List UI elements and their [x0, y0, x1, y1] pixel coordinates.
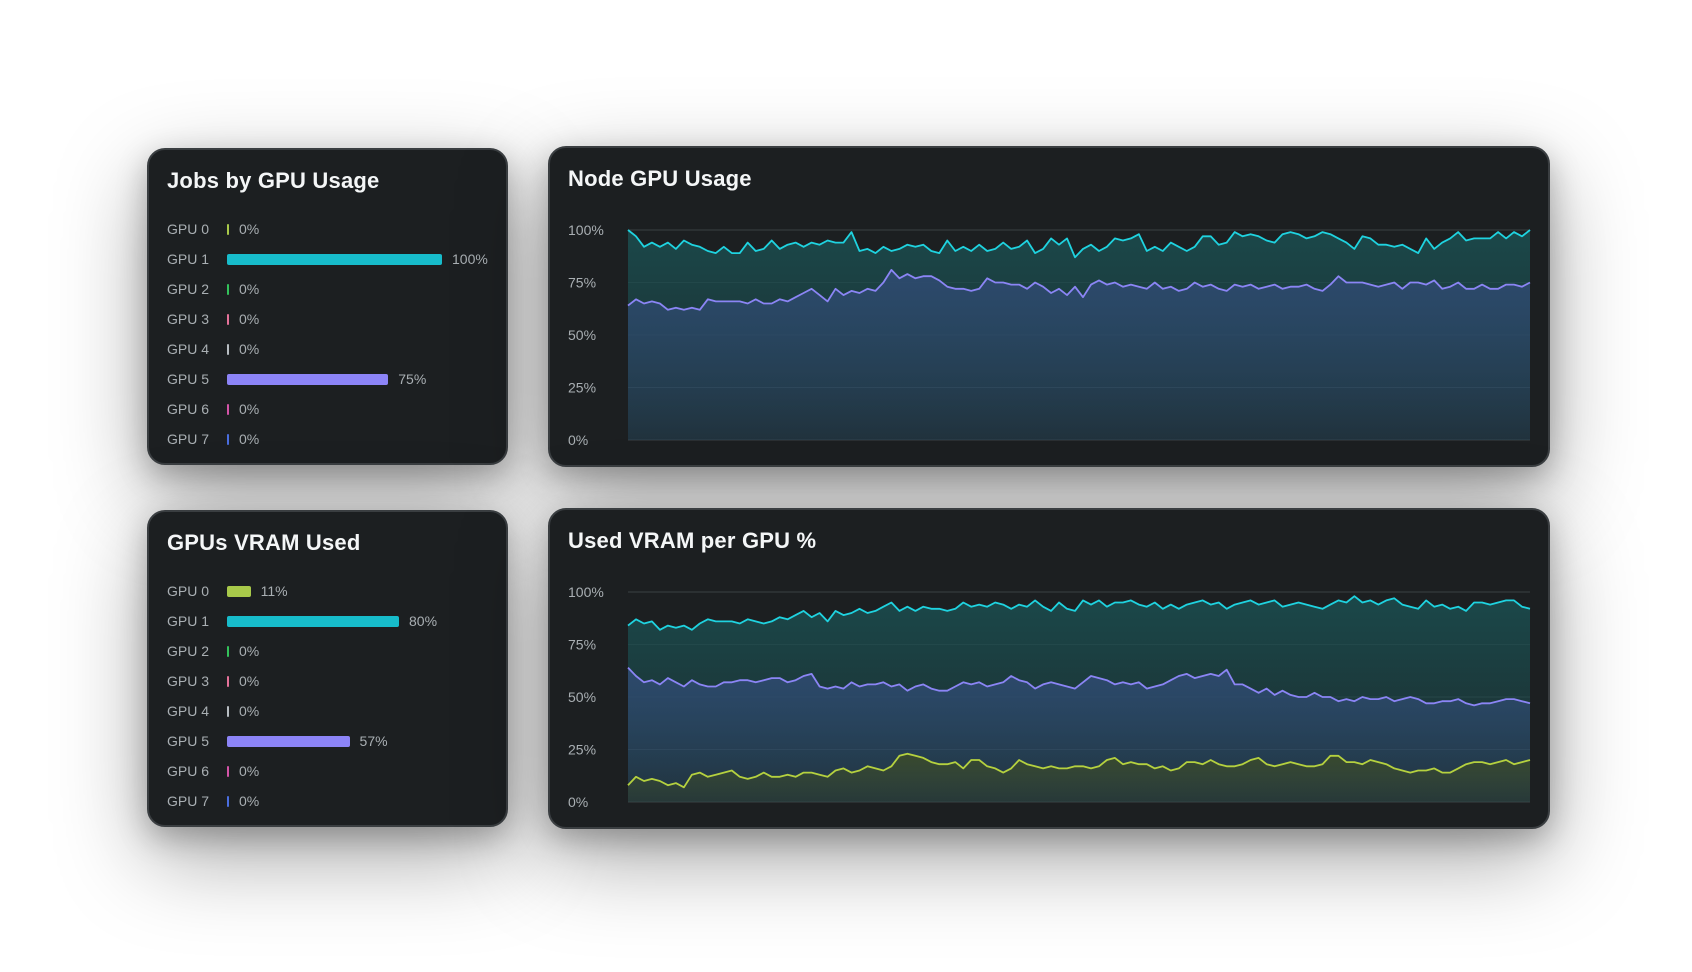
gpu-label: GPU 7	[167, 431, 210, 447]
gpu-bar	[227, 705, 229, 717]
gpu-value: 0%	[239, 311, 260, 327]
gpu-bar-row: GPU 1 80%	[167, 606, 437, 636]
gpu-bar-row: GPU 6 0%	[167, 394, 488, 424]
y-tick-label: 25%	[568, 380, 596, 396]
gpu-bar	[227, 223, 229, 235]
gpu-label: GPU 0	[167, 583, 210, 599]
gpu-value: 80%	[409, 613, 438, 629]
gpu-value: 0%	[239, 793, 260, 809]
jobs-by-gpu-usage-panel: Jobs by GPU Usage GPU 0 0% GPU 1 100% GPU 2 0…	[147, 148, 508, 465]
gpu-bar	[227, 253, 442, 265]
gpu-label: GPU 5	[167, 733, 210, 749]
gpu-label: GPU 0	[167, 221, 210, 237]
series-line	[627, 229, 1531, 259]
gpus-vram-used-panel: GPUs VRAM Used GPU 0 11% GPU 1 80% GPU 2 0% GP…	[147, 510, 508, 827]
gpu-label: GPU 6	[167, 763, 210, 779]
y-tick-label: 0%	[568, 432, 588, 448]
panel-title: Jobs by GPU Usage	[167, 168, 380, 193]
gpu-label: GPU 2	[167, 643, 210, 659]
gpu-bar-list: GPU 0 0% GPU 1 100% GPU 2 0% GPU 3 0% GPU 4 0% GPU…	[167, 214, 488, 454]
gpu-value: 75%	[398, 371, 427, 387]
gpu-label: GPU 3	[167, 311, 210, 327]
gpu-bar-row: GPU 0 11%	[167, 576, 437, 606]
gpu-bar	[227, 373, 389, 385]
gpu-value: 0%	[239, 431, 260, 447]
gpu-bar-row: GPU 7 0%	[167, 424, 488, 454]
y-tick-label: 75%	[568, 275, 596, 291]
gpu-label: GPU 5	[167, 371, 210, 387]
y-tick-label: 100%	[568, 584, 604, 600]
gpu-bar	[227, 645, 229, 657]
gpu-bar-row: GPU 2 0%	[167, 274, 488, 304]
gpu-value: 0%	[239, 763, 260, 779]
gpu-bar-row: GPU 3 0%	[167, 304, 488, 334]
gpu-bar	[227, 735, 350, 747]
gpu-value: 0%	[239, 401, 260, 417]
gpu-label: GPU 1	[167, 613, 210, 629]
gpu-bar-row: GPU 5 75%	[167, 364, 488, 394]
gpu-bar-row: GPU 6 0%	[167, 756, 437, 786]
y-tick-label: 75%	[568, 637, 596, 653]
gpu-value: 57%	[359, 733, 388, 749]
used-vram-per-gpu-panel: Used VRAM per GPU % 100% 75% 50% 25% 0%	[548, 508, 1550, 829]
gpu-value: 0%	[239, 703, 260, 719]
gpu-bar	[227, 615, 399, 627]
gpu-bar	[227, 403, 229, 415]
gpu-bar-list: GPU 0 11% GPU 1 80% GPU 2 0% GPU 3 0% GPU 4 0% GPU…	[167, 576, 437, 816]
gpu-bar	[227, 585, 251, 597]
gpu-bar	[227, 313, 229, 325]
gpu-label: GPU 3	[167, 673, 210, 689]
gpu-label: GPU 4	[167, 703, 210, 719]
gpu-value: 0%	[239, 643, 260, 659]
gpu-bar	[227, 675, 229, 687]
gpu-label: GPU 2	[167, 281, 210, 297]
gpu-bar-row: GPU 7 0%	[167, 786, 437, 816]
gpu-label: GPU 7	[167, 793, 210, 809]
gpu-value: 0%	[239, 221, 260, 237]
gpu-bar	[227, 795, 229, 807]
gpu-bar-row: GPU 0 0%	[167, 214, 488, 244]
gpu-bar-row: GPU 3 0%	[167, 666, 437, 696]
gpu-value: 0%	[239, 673, 260, 689]
gpu-bar	[227, 283, 229, 295]
panel-title: Node GPU Usage	[568, 166, 752, 191]
panel-title: GPUs VRAM Used	[167, 530, 361, 555]
panel-title: Used VRAM per GPU %	[568, 528, 817, 553]
node-gpu-usage-chart: 100% 75% 50% 25% 0%	[568, 222, 1531, 448]
node-gpu-usage-panel: Node GPU Usage 100% 75% 50% 25% 0%	[548, 146, 1550, 467]
gpu-bar-row: GPU 1 100%	[167, 244, 488, 274]
gpu-value: 0%	[239, 281, 260, 297]
series-line	[627, 752, 1531, 789]
series-line	[627, 595, 1531, 631]
gpu-label: GPU 4	[167, 341, 210, 357]
gpu-bar-row: GPU 5 57%	[167, 726, 437, 756]
y-tick-label: 0%	[568, 794, 588, 810]
y-tick-label: 25%	[568, 742, 596, 758]
gpu-label: GPU 1	[167, 251, 210, 267]
y-tick-label: 50%	[568, 689, 596, 705]
gpu-bar-row: GPU 2 0%	[167, 636, 437, 666]
gpu-label: GPU 6	[167, 401, 210, 417]
gpu-value: 11%	[260, 583, 288, 599]
gpu-bar-row: GPU 4 0%	[167, 696, 437, 726]
series-area	[628, 269, 1530, 440]
gpu-bar	[227, 433, 229, 445]
y-tick-label: 50%	[568, 327, 596, 343]
y-tick-label: 100%	[568, 222, 604, 238]
series-line	[627, 269, 1531, 311]
gpu-bar	[227, 765, 229, 777]
used-vram-per-gpu-chart: 100% 75% 50% 25% 0%	[568, 584, 1531, 810]
gpu-value: 100%	[452, 251, 488, 267]
gpu-bar	[227, 343, 229, 355]
series-line	[627, 666, 1531, 707]
gpu-bar-row: GPU 4 0%	[167, 334, 488, 364]
gpu-value: 0%	[239, 341, 260, 357]
